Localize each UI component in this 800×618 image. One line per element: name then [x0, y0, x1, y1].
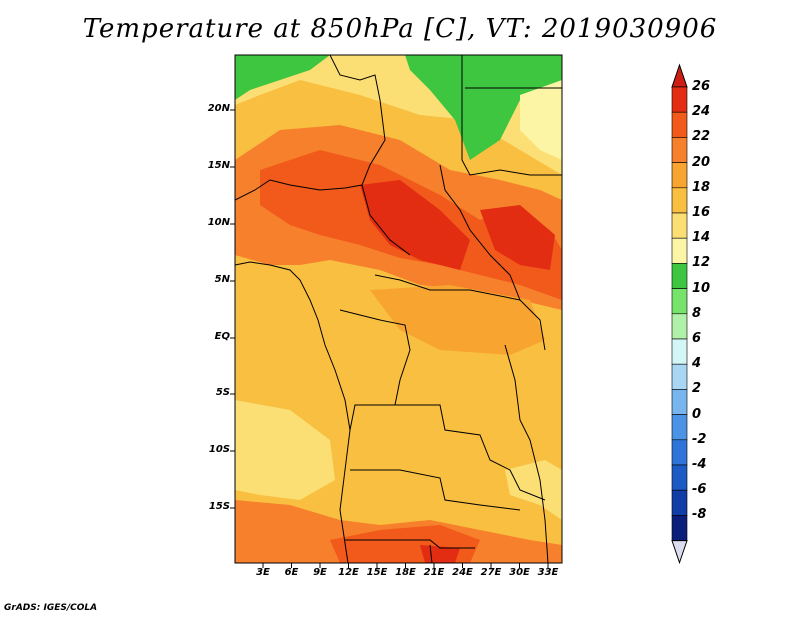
credit-text: GrADS: IGES/COLA	[4, 603, 98, 613]
colorbar-swatch	[671, 111, 688, 138]
colorbar-label: 10	[692, 280, 711, 296]
colorbar-label: 6	[692, 331, 702, 346]
lat-label: 5S	[215, 387, 230, 398]
colorbar-label: 26	[692, 79, 711, 94]
colorbar-label: 16	[692, 205, 711, 220]
colorbar-swatch	[671, 464, 688, 491]
colorbar-over-triangle	[671, 63, 688, 88]
colorbar-swatch	[671, 414, 688, 441]
map-title: Temperature at 850hPa [C], VT: 201903090…	[82, 14, 718, 44]
temperature-field	[235, 55, 562, 563]
colorbar-swatch	[671, 162, 688, 189]
lon-label: 18E	[395, 567, 416, 578]
colorbar-under-triangle	[671, 540, 688, 565]
colorbar-swatch	[671, 86, 688, 113]
colorbar	[671, 63, 688, 565]
colorbar-swatch	[671, 288, 688, 315]
colorbar-label: -8	[692, 507, 707, 523]
colorbar-swatch	[671, 338, 688, 365]
lon-label: 6E	[284, 567, 299, 578]
lon-label: 21E	[423, 567, 445, 578]
colorbar-swatch	[671, 389, 688, 415]
lon-label: 12E	[338, 567, 359, 578]
colorbar-swatch	[671, 263, 688, 289]
lat-label: 10S	[208, 444, 230, 455]
lon-label: 33E	[537, 567, 559, 578]
colorbar-swatch	[671, 137, 688, 163]
lat-label: 5N	[214, 274, 230, 285]
colorbar-label: 4	[692, 356, 702, 372]
lat-label: 15N	[207, 160, 230, 171]
colorbar-label: 14	[692, 230, 711, 246]
colorbar-swatch	[671, 439, 688, 466]
colorbar-label: 22	[692, 129, 711, 145]
colorbar-label: -6	[692, 482, 707, 498]
colorbar-swatch	[671, 489, 688, 516]
lon-label: 3E	[256, 567, 270, 578]
lon-label: 9E	[313, 567, 327, 578]
colorbar-label: 0	[692, 406, 702, 422]
lon-label: 24E	[452, 567, 473, 578]
colorbar-swatch	[671, 515, 688, 541]
colorbar-swatch	[671, 187, 688, 214]
colorbar-label: 20	[692, 154, 711, 170]
lon-label: 27E	[480, 567, 502, 578]
colorbar-label: -4	[692, 457, 707, 472]
lon-label: 15E	[366, 567, 388, 578]
colorbar-label: 18	[692, 179, 711, 195]
colorbar-label: 12	[692, 255, 711, 271]
colorbar-swatch	[671, 237, 688, 264]
colorbar-swatch	[671, 363, 688, 390]
colorbar-swatch	[671, 212, 688, 239]
lat-label: 10N	[207, 217, 230, 228]
colorbar-swatch	[671, 313, 688, 340]
colorbar-label: 8	[692, 305, 702, 321]
lat-label: 20N	[207, 103, 230, 114]
colorbar-label: 24	[692, 104, 711, 120]
lat-label: 15S	[208, 501, 230, 512]
lon-label: 30E	[509, 567, 530, 578]
country-borders	[235, 55, 562, 563]
lat-label: EQ	[214, 331, 230, 342]
colorbar-label: -2	[692, 431, 707, 447]
map-frame	[234, 54, 563, 564]
colorbar-label: 2	[692, 381, 702, 397]
